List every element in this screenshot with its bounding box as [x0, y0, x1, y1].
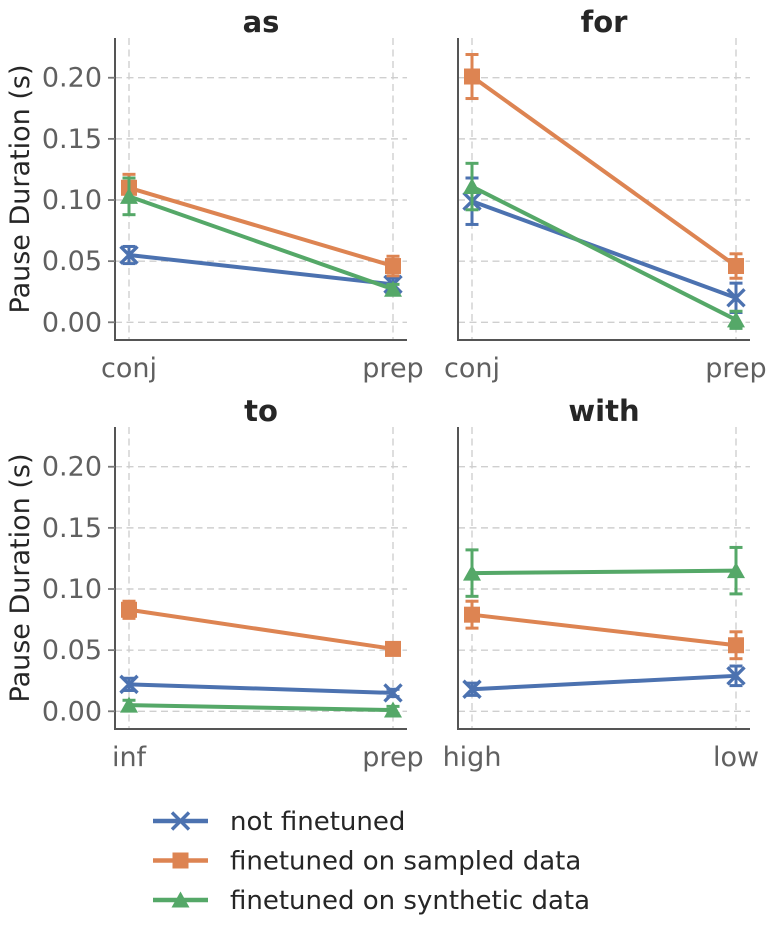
marker-triangle [120, 696, 138, 713]
marker-triangle [171, 891, 190, 908]
marker-x [726, 666, 746, 686]
x-tick-label: prep [362, 742, 423, 773]
series-not-finetuned [119, 674, 403, 703]
series-finetuned-on-synthetic-data [120, 176, 402, 297]
x-tick-label: conj [444, 353, 500, 384]
y-tick-label: 0.10 [42, 185, 102, 216]
series-finetuned-on-sampled-data [464, 53, 744, 280]
series-line [128, 607, 394, 651]
legend-item-label: finetuned on synthetic data [230, 886, 590, 916]
y-tick-label: 0.15 [42, 124, 102, 155]
subplot-title: to [244, 394, 278, 428]
marker-x [726, 288, 746, 308]
marker-x [119, 245, 139, 265]
series-finetuned-on-synthetic-data [120, 696, 402, 718]
series-line [128, 253, 394, 287]
series-line [128, 194, 394, 292]
subplot-title: with [568, 394, 639, 428]
marker-triangle [384, 280, 402, 297]
series-line [471, 612, 737, 648]
series-line [471, 673, 737, 692]
x-tick-label: conj [101, 353, 157, 384]
subplot-for: conj prep for [444, 5, 767, 384]
subplot-title: for [581, 5, 629, 39]
marker-triangle [463, 178, 481, 195]
marker-square [172, 852, 189, 869]
marker-square [728, 637, 744, 654]
legend-item-not-finetuned: not finetuned [153, 807, 405, 837]
y-tick-label: 0.20 [42, 63, 102, 94]
series-line [128, 682, 394, 695]
marker-x [119, 674, 139, 695]
series-not-finetuned [462, 176, 746, 314]
marker-square [385, 640, 401, 657]
legend-item-finetuned-on-sampled-data: finetuned on sampled data [153, 847, 581, 877]
x-tick-label: high [443, 742, 502, 773]
marker-triangle [463, 564, 481, 581]
series-finetuned-on-synthetic-data [463, 161, 745, 330]
marker-square [464, 606, 480, 623]
series-not-finetuned [462, 664, 746, 699]
marker-x [170, 811, 191, 831]
marker-x [383, 683, 403, 703]
legend-item-label: finetuned on sampled data [230, 847, 581, 877]
y-axis-label: Pause Duration (s) [5, 65, 36, 314]
series-line [471, 199, 737, 300]
series-not-finetuned [119, 244, 403, 295]
marker-x [462, 679, 482, 699]
series-finetuned-on-sampled-data [464, 599, 744, 661]
y-tick-label: 0.05 [42, 246, 102, 277]
marker-square [385, 258, 401, 275]
subplot-title: as [243, 5, 280, 39]
marker-square [728, 258, 744, 275]
y-tick-label: 0.05 [42, 635, 102, 666]
marker-square [121, 601, 137, 618]
y-tick-label: 0.00 [42, 696, 102, 727]
marker-triangle [727, 311, 745, 328]
x-tick-label: inf [112, 742, 148, 773]
legend-item-label: not finetuned [230, 807, 405, 837]
x-tick-label: prep [705, 353, 766, 384]
subplot-with: high low with [443, 394, 759, 773]
series-line [128, 703, 394, 713]
y-axis-label: Pause Duration (s) [5, 454, 36, 703]
series-line [470, 74, 738, 268]
legend: not finetuned finetuned on sampled data fi… [153, 807, 590, 916]
y-tick-label: 0.00 [42, 307, 102, 338]
y-tick-label: 0.10 [42, 574, 102, 605]
x-tick-label: prep [362, 353, 423, 384]
y-tick-label: 0.15 [42, 513, 102, 544]
series-line [471, 184, 737, 322]
legend-item-finetuned-on-synthetic-data: finetuned on synthetic data [153, 886, 590, 916]
marker-square [464, 68, 480, 85]
series-finetuned-on-sampled-data [121, 599, 401, 657]
series-line [128, 185, 394, 268]
x-tick-label: low [713, 742, 759, 773]
marker-triangle [384, 701, 402, 718]
marker-triangle [727, 562, 745, 579]
marker-triangle [120, 187, 138, 204]
y-tick-label: 0.20 [42, 452, 102, 483]
series-line [471, 568, 737, 576]
series-finetuned-on-synthetic-data [463, 545, 745, 598]
